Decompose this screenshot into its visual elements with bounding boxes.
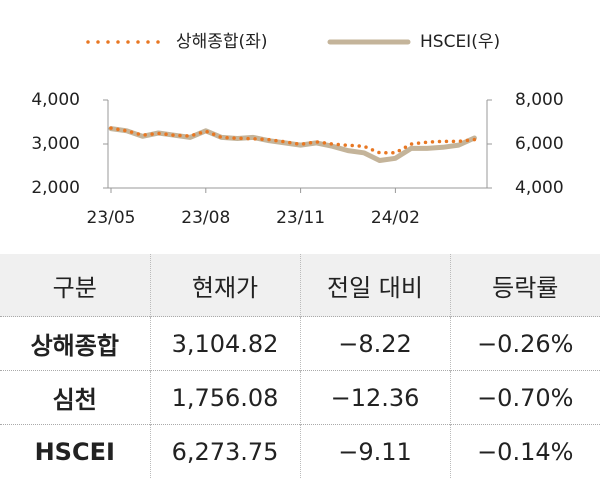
y2-tick-label: 4,000	[515, 178, 564, 198]
x-tick-label: 23/11	[276, 208, 325, 228]
cell: −0.70%	[449, 370, 600, 425]
cell: −8.22	[299, 316, 450, 371]
cell: 6,273.75	[149, 424, 300, 478]
cell: −12.36	[299, 370, 450, 425]
y-tick-label: 3,000	[31, 134, 80, 154]
x-tick-label: 24/02	[371, 208, 420, 228]
y2-tick-label: 6,000	[515, 134, 564, 154]
series-line	[109, 126, 477, 155]
header-cell: 등락률	[449, 254, 600, 317]
chart: 2,000 3,000 4,000 4,000 6,000 8,000 23/05 23/08…	[31, 32, 564, 228]
cell: 1,756.08	[149, 370, 300, 425]
header-cell: 현재가	[149, 254, 300, 317]
table-row: 심천 1,756.08 −12.36 −0.70%	[0, 370, 600, 425]
row-label: 상해종합	[0, 316, 150, 371]
x-tick-label: 23/05	[87, 208, 136, 228]
y-tick-label: 4,000	[31, 90, 80, 110]
y-tick-label: 2,000	[31, 178, 80, 198]
cell: −0.14%	[449, 424, 600, 478]
legend-label: 상해종합(좌)	[176, 32, 267, 52]
legend-label: HSCEI(우)	[420, 32, 500, 52]
row-label: 심천	[0, 370, 150, 425]
x-tick-label: 23/08	[181, 208, 230, 228]
table-row: 상해종합 3,104.82 −8.22 −0.26%	[0, 316, 600, 371]
table-row: HSCEI 6,273.75 −9.11 −0.14%	[0, 424, 600, 478]
row-label: HSCEI	[0, 424, 150, 478]
quote-table: 구분 현재가 전일 대비 등락률 상해종합 3,104.82 −8.22 −0.26% 심천 1,…	[0, 254, 600, 478]
header-row: 구분 현재가 전일 대비 등락률	[0, 254, 600, 317]
y2-tick-label: 8,000	[515, 90, 564, 110]
header-cell: 전일 대비	[299, 254, 450, 317]
header-cell: 구분	[0, 254, 150, 317]
cell: 3,104.82	[149, 316, 300, 371]
cell: −9.11	[299, 424, 450, 478]
cell: −0.26%	[449, 316, 600, 371]
